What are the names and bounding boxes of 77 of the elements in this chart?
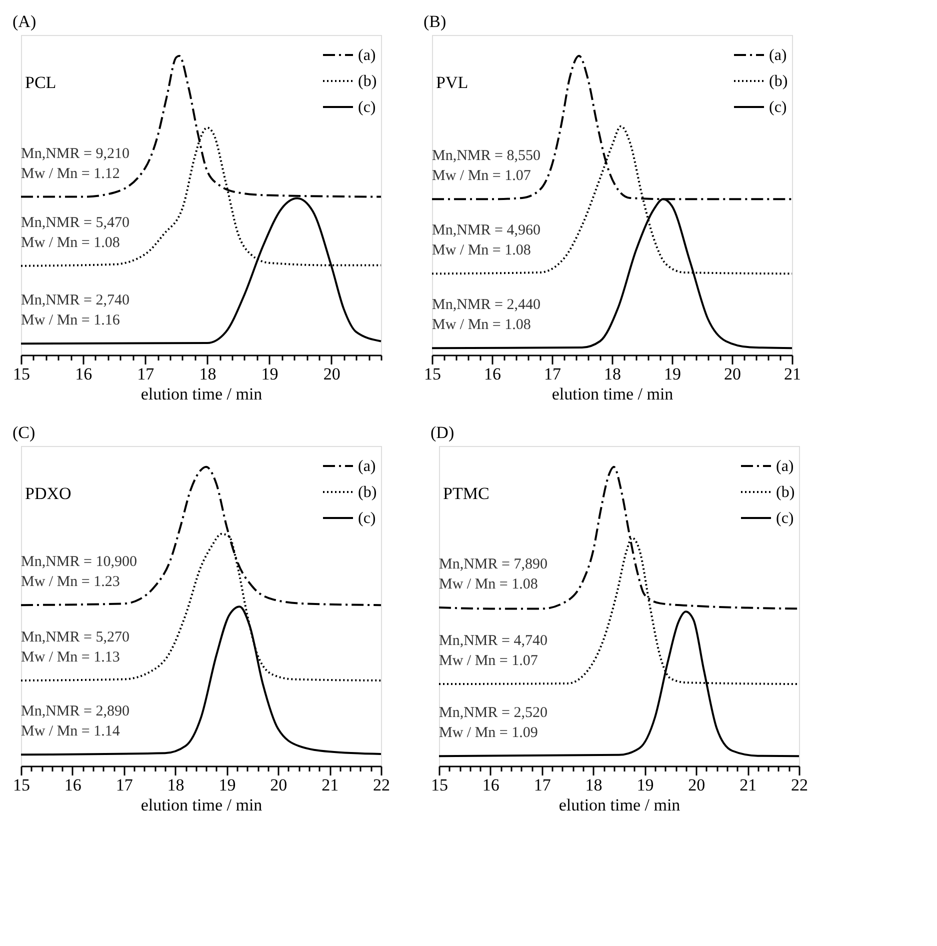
legend-label: (a) <box>358 458 376 475</box>
x-tick-label: 19 <box>218 776 236 794</box>
x-tick-label: 19 <box>636 776 654 794</box>
x-tick-label: 18 <box>585 776 602 794</box>
x-tick-label: 15 <box>13 364 30 384</box>
x-tick-label: 15 <box>13 776 30 794</box>
x-tick-label: 20 <box>270 776 288 794</box>
chart-title: (A) <box>12 12 36 31</box>
x-axis-title: elution time / min <box>558 796 681 814</box>
legend-label: (a) <box>776 458 794 475</box>
annotation: PDXO <box>25 484 72 503</box>
x-tick-label: 21 <box>784 364 801 384</box>
annotation: PVL <box>436 73 468 92</box>
legend-label: (c) <box>769 99 787 116</box>
chart-title: (C) <box>12 423 36 442</box>
annotation: Mw / Mn = 1.07 <box>439 653 538 670</box>
legend-label: (a) <box>769 47 787 64</box>
annotation: Mn,NMR = 4,960 <box>432 222 540 239</box>
x-tick-label: 19 <box>664 364 681 384</box>
legend-label: (c) <box>358 510 376 527</box>
annotation: Mn,NMR = 7,890 <box>439 556 548 572</box>
x-tick-label: 18 <box>167 776 184 794</box>
annotation: Mw / Mn = 1.23 <box>21 574 120 590</box>
annotation: Mw / Mn = 1.08 <box>21 234 120 251</box>
legend-label: (b) <box>776 484 795 501</box>
annotation: Mn,NMR = 9,210 <box>21 146 130 162</box>
x-tick-label: 19 <box>261 364 278 384</box>
annotation: Mw / Mn = 1.14 <box>21 724 120 740</box>
annotation: Mw / Mn = 1.08 <box>439 576 538 592</box>
x-tick-label: 16 <box>75 364 92 384</box>
annotation: PTMC <box>443 484 490 503</box>
annotation: Mw / Mn = 1.12 <box>21 166 120 182</box>
annotation: Mw / Mn = 1.16 <box>21 312 120 329</box>
annotation: Mn,NMR = 5,270 <box>21 629 130 646</box>
annotation: Mw / Mn = 1.07 <box>432 168 532 184</box>
x-tick-label: 20 <box>688 776 706 794</box>
annotation: Mn,NMR = 10,900 <box>21 554 137 570</box>
x-tick-label: 17 <box>544 364 562 384</box>
chart-title: (B) <box>424 12 446 31</box>
x-tick-label: 20 <box>323 364 340 384</box>
x-tick-label: 15 <box>431 776 448 794</box>
annotation: Mn,NMR = 2,890 <box>21 704 130 720</box>
annotation: Mn,NMR = 4,740 <box>439 633 548 650</box>
x-tick-label: 16 <box>484 364 501 384</box>
x-tick-label: 20 <box>724 364 741 384</box>
x-tick-label: 21 <box>740 776 757 794</box>
annotation: Mw / Mn = 1.08 <box>432 242 531 259</box>
legend-label: (a) <box>358 47 376 64</box>
chart-title: (D) <box>430 423 454 442</box>
x-tick-label: 17 <box>137 364 155 384</box>
legend-label: (b) <box>769 73 788 90</box>
x-axis-title: elution time / min <box>140 796 263 814</box>
x-tick-label: 17 <box>116 776 134 794</box>
x-tick-label: 22 <box>791 776 808 794</box>
annotation: PCL <box>25 73 56 92</box>
annotation: Mw / Mn = 1.13 <box>21 649 120 666</box>
legend-label: (c) <box>358 99 376 116</box>
x-tick-label: 18 <box>199 364 216 384</box>
annotation: Mn,NMR = 8,550 <box>432 148 540 164</box>
x-tick-label: 17 <box>534 776 552 794</box>
annotation: Mn,NMR = 2,440 <box>432 297 540 314</box>
x-tick-label: 16 <box>64 776 82 794</box>
annotation: Mw / Mn = 1.09 <box>439 725 538 742</box>
x-tick-label: 21 <box>322 776 339 794</box>
legend-label: (b) <box>358 73 377 90</box>
x-tick-label: 18 <box>604 364 621 384</box>
x-axis-title: elution time / min <box>140 384 263 404</box>
x-tick-label: 16 <box>482 776 500 794</box>
legend-label: (c) <box>776 510 794 527</box>
x-tick-label: 15 <box>424 364 441 384</box>
legend-label: (b) <box>358 484 377 501</box>
annotation: Mn,NMR = 2,740 <box>21 292 130 309</box>
x-axis-title: elution time / min <box>552 384 674 404</box>
annotation: Mn,NMR = 2,520 <box>439 705 548 722</box>
annotation: Mn,NMR = 5,470 <box>21 214 130 231</box>
annotation: Mw / Mn = 1.08 <box>432 317 531 334</box>
x-tick-label: 22 <box>373 776 390 794</box>
